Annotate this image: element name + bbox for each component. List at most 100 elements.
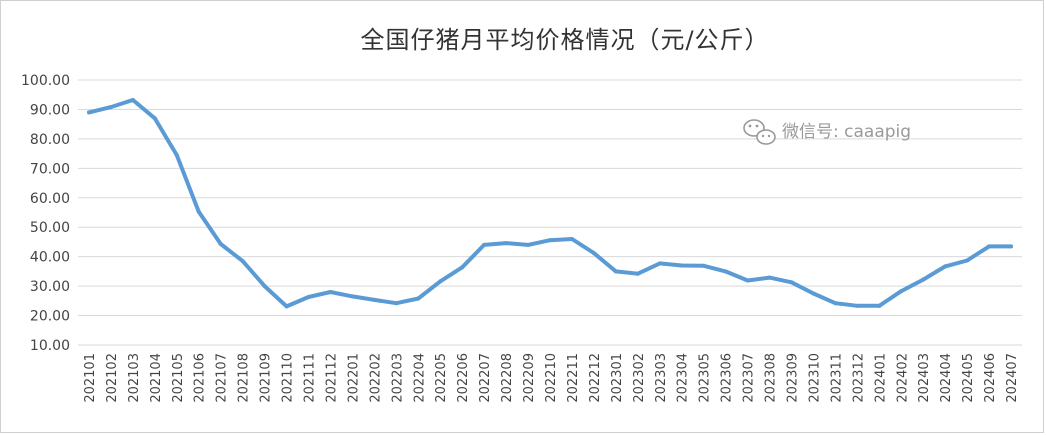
x-tick-label: 202109 <box>259 353 274 403</box>
x-tick-label: 202201 <box>346 353 361 403</box>
data-point <box>394 301 399 306</box>
x-tick-label: 202307 <box>742 353 757 403</box>
data-point <box>504 241 509 246</box>
y-tick-label: 50.00 <box>30 220 70 236</box>
wechat-icon <box>743 119 776 145</box>
x-tick-label: 202202 <box>368 353 383 403</box>
x-tick-label: 202303 <box>654 353 669 403</box>
data-point <box>372 297 377 302</box>
data-point <box>108 105 113 110</box>
x-tick-label: 202403 <box>917 353 932 403</box>
y-tick-label: 80.00 <box>30 132 70 148</box>
x-tick-label: 202112 <box>324 353 339 403</box>
data-point <box>657 261 662 266</box>
x-tick-label: 202405 <box>961 353 976 403</box>
chart-title: 全国仔猪月平均价格情况（元/公斤） <box>360 26 769 54</box>
x-tick-label: 202306 <box>720 353 735 403</box>
x-tick-label: 202401 <box>873 353 888 403</box>
data-point <box>482 242 487 247</box>
data-point <box>987 244 992 249</box>
data-point <box>350 294 355 299</box>
x-tick-label: 202206 <box>456 353 471 403</box>
data-point <box>460 265 465 270</box>
x-tick-label: 202308 <box>764 353 779 403</box>
data-point <box>569 237 574 241</box>
data-point <box>877 303 882 308</box>
x-tick-label: 202108 <box>237 353 252 403</box>
data-point <box>1009 244 1014 249</box>
x-tick-label: 202208 <box>500 353 515 403</box>
data-point <box>943 264 948 269</box>
x-tick-label: 202205 <box>434 353 449 403</box>
data-point <box>438 279 443 284</box>
x-tick-label: 202103 <box>127 353 142 403</box>
x-tick-label: 202402 <box>895 353 910 403</box>
data-point <box>306 295 311 300</box>
x-tick-label: 202211 <box>566 353 581 403</box>
x-tick-label: 202106 <box>193 353 208 403</box>
x-tick-label: 202204 <box>412 353 427 403</box>
x-tick-label: 202312 <box>851 353 866 403</box>
x-tick-label: 202407 <box>1005 353 1020 403</box>
series-layer <box>86 98 1014 309</box>
x-tick-label: 202305 <box>698 353 713 403</box>
data-point <box>218 242 223 247</box>
x-tick-label: 202207 <box>478 353 493 403</box>
data-point <box>613 269 618 274</box>
data-point <box>240 259 245 264</box>
x-tick-label: 202309 <box>785 353 800 403</box>
data-point <box>328 290 333 294</box>
x-tick-label: 202110 <box>281 353 296 403</box>
data-point <box>196 209 201 214</box>
data-point <box>635 271 640 276</box>
data-point <box>965 258 970 263</box>
y-tick-label: 20.00 <box>30 309 70 325</box>
x-tick-label: 202210 <box>544 353 559 403</box>
x-tick-label: 202302 <box>632 353 647 403</box>
data-point <box>811 291 816 296</box>
x-tick-label: 202406 <box>983 353 998 403</box>
watermark: 微信号: caaapig <box>743 119 911 145</box>
data-point <box>789 280 794 285</box>
watermark-text: 微信号: caaapig <box>782 122 911 142</box>
x-tick-label: 202304 <box>676 353 691 403</box>
x-axis-tick-labels: 202101 202102 202103 202104 202105 202106 2021… <box>83 353 1020 403</box>
data-point <box>130 98 135 103</box>
data-point <box>767 275 772 280</box>
gridlines <box>78 79 1022 346</box>
data-point <box>701 263 706 268</box>
x-tick-label: 202107 <box>215 353 230 403</box>
data-point <box>745 278 750 283</box>
data-point <box>152 116 157 121</box>
y-tick-label: 90.00 <box>30 102 70 118</box>
data-point <box>526 242 531 247</box>
data-point <box>723 269 728 274</box>
x-tick-label: 202105 <box>171 353 186 403</box>
y-axis-tick-labels: 100.00 90.00 80.00 70.00 60.00 50.00 40.00 30.0… <box>21 73 70 354</box>
data-point <box>591 251 596 256</box>
x-tick-label: 202209 <box>522 353 537 403</box>
x-tick-label: 202212 <box>588 353 603 403</box>
x-tick-label: 202102 <box>105 353 120 403</box>
data-point <box>284 304 289 309</box>
y-tick-label: 10.00 <box>30 338 70 354</box>
x-tick-label: 202111 <box>303 353 318 403</box>
x-tick-label: 202104 <box>149 353 164 403</box>
y-tick-label: 30.00 <box>30 279 70 295</box>
data-point <box>86 110 91 115</box>
data-point <box>679 263 684 268</box>
x-tick-label: 202203 <box>390 353 405 403</box>
x-tick-label: 202101 <box>83 353 98 403</box>
data-point <box>416 296 421 301</box>
x-tick-label: 202404 <box>939 353 954 403</box>
y-tick-label: 40.00 <box>30 250 70 266</box>
data-point <box>548 238 552 243</box>
data-point <box>855 303 860 308</box>
y-tick-label: 100.00 <box>21 73 70 89</box>
x-tick-label: 202311 <box>829 353 844 403</box>
data-point <box>174 153 179 158</box>
x-tick-label: 202301 <box>610 353 625 403</box>
data-point <box>899 289 904 294</box>
data-point <box>833 301 838 306</box>
